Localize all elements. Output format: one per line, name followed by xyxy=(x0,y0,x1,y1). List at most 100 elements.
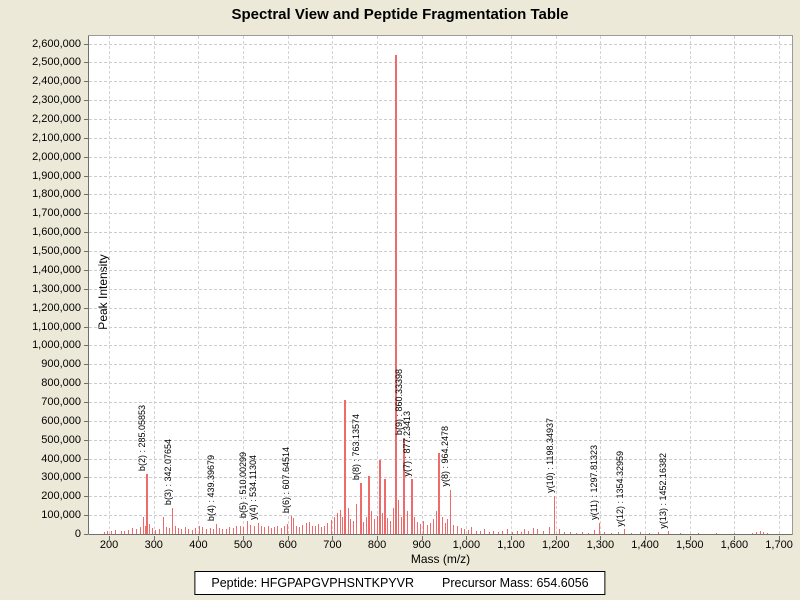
spectrum-peak xyxy=(657,532,659,534)
spectrum-peak xyxy=(350,518,352,534)
spectrum-peak xyxy=(392,507,394,534)
x-tick-label: 1,700 xyxy=(765,539,793,551)
v-gridline xyxy=(243,36,245,534)
spectrum-peak xyxy=(548,527,550,534)
spectrum-peak xyxy=(542,531,544,534)
chart-title: Spectral View and Peptide Fragmentation … xyxy=(231,6,569,23)
h-gridline xyxy=(89,251,792,253)
h-gridline xyxy=(89,288,792,290)
spectrum-peak xyxy=(293,517,295,534)
x-tick-mark xyxy=(153,536,155,540)
spectrum-peak xyxy=(181,529,183,534)
spectrum-peak xyxy=(286,523,288,534)
h-gridline xyxy=(89,364,792,366)
y-tick-mark xyxy=(84,307,88,309)
h-gridline xyxy=(89,119,792,120)
spectrum-peak xyxy=(283,525,285,534)
y-tick-label: 600,000 xyxy=(41,414,81,427)
fragment-ion-annotation: b(2) : 285.05853 xyxy=(137,404,148,471)
y-tick-mark xyxy=(84,251,88,253)
y-tick-label: 1,400,000 xyxy=(32,263,81,276)
h-gridline xyxy=(89,496,792,498)
x-tick-label: 1,400 xyxy=(631,539,659,551)
spectrum-peak xyxy=(115,529,117,534)
spectrum-peak xyxy=(106,530,108,534)
fragment-ion-annotation: y(10) : 1198.34937 xyxy=(544,418,555,494)
x-tick-label: 1,500 xyxy=(675,539,704,551)
spectrum-peak xyxy=(149,523,151,534)
y-tick-mark xyxy=(84,534,88,535)
spectrum-peak xyxy=(384,479,387,534)
spectrum-peak xyxy=(449,489,451,534)
spectrum-peak xyxy=(537,529,539,534)
h-gridline xyxy=(89,458,792,460)
y-tick-mark xyxy=(84,100,88,102)
y-tick-mark xyxy=(84,364,88,366)
x-tick-label: 800 xyxy=(367,539,387,551)
spectrum-peak xyxy=(759,531,761,534)
y-tick-label: 100,000 xyxy=(41,509,81,522)
spectrum-peak xyxy=(152,528,154,534)
spectrum-peak xyxy=(649,532,651,534)
spectrum-peak xyxy=(264,527,266,534)
spectrum-peak xyxy=(121,530,123,534)
spectrum-peak xyxy=(403,437,406,534)
x-tick-mark xyxy=(198,536,200,540)
spectrum-peak xyxy=(172,507,174,534)
y-tick-mark xyxy=(84,326,88,328)
y-tick-mark xyxy=(84,119,88,120)
v-gridline xyxy=(198,36,200,534)
y-tick-mark xyxy=(84,439,88,441)
v-gridline xyxy=(332,36,334,534)
y-tick-mark xyxy=(84,420,88,422)
x-tick-mark xyxy=(287,536,289,540)
fragment-ion-annotation: y(11) : 1297.81323 xyxy=(589,444,600,520)
fragment-ion-annotation: y(7) : 877.23413 xyxy=(401,410,412,477)
fragment-ion-annotation: y(8) : 964.2478 xyxy=(440,426,451,487)
spectrum-peak xyxy=(521,532,523,534)
spectrum-peak xyxy=(376,516,378,534)
spectrum-peak xyxy=(327,522,329,534)
spectrum-peak xyxy=(212,528,214,534)
y-tick-label: 1,300,000 xyxy=(32,282,81,295)
v-gridline xyxy=(600,36,602,534)
spectrum-peak xyxy=(611,532,613,534)
spectrum-peak xyxy=(401,517,403,534)
spectrum-peak xyxy=(414,517,416,534)
spectrum-peak xyxy=(267,525,269,534)
spectrum-peak xyxy=(318,523,320,534)
spectrum-peak xyxy=(132,528,134,534)
spectrum-peak xyxy=(339,510,341,534)
spectrum-peak xyxy=(110,531,112,534)
spectrum-peak xyxy=(507,529,509,534)
h-gridline xyxy=(89,100,792,102)
h-gridline xyxy=(89,383,792,385)
spectrum-peak xyxy=(387,517,389,534)
x-axis-line xyxy=(89,534,792,535)
y-tick-label: 2,100,000 xyxy=(32,131,81,144)
spectrum-peak xyxy=(460,528,462,534)
spectrum-peak xyxy=(232,528,234,534)
spectrum-peak xyxy=(299,526,301,534)
y-tick-label: 1,500,000 xyxy=(32,245,81,258)
spectrum-peak xyxy=(273,527,275,534)
h-gridline xyxy=(89,477,792,479)
y-tick-mark xyxy=(84,156,88,158)
spectrum-plot-area[interactable]: Peak Intensity Mass (m/z) 0 100,000 200,00… xyxy=(32,35,793,566)
spectrum-peak xyxy=(347,507,349,534)
spectrum-peak xyxy=(198,526,200,534)
spectrum-peak xyxy=(467,529,469,534)
y-tick-label: 1,800,000 xyxy=(32,188,81,201)
h-gridline xyxy=(89,420,792,422)
v-gridline xyxy=(377,36,379,534)
fragment-ion-annotation: b(8) : 763.13574 xyxy=(350,414,361,481)
spectrum-peak xyxy=(598,522,600,534)
x-tick-mark xyxy=(243,536,245,540)
y-tick-mark xyxy=(84,213,88,215)
y-tick-label: 2,500,000 xyxy=(32,56,81,69)
precursor-mass-text: Precursor Mass: 654.6056 xyxy=(442,576,589,590)
spectrum-peak xyxy=(363,521,365,534)
x-tick-mark xyxy=(109,536,111,540)
fragment-ion-annotation: y(4) : 534.11304 xyxy=(248,454,259,520)
x-tick-label: 400 xyxy=(189,539,208,551)
